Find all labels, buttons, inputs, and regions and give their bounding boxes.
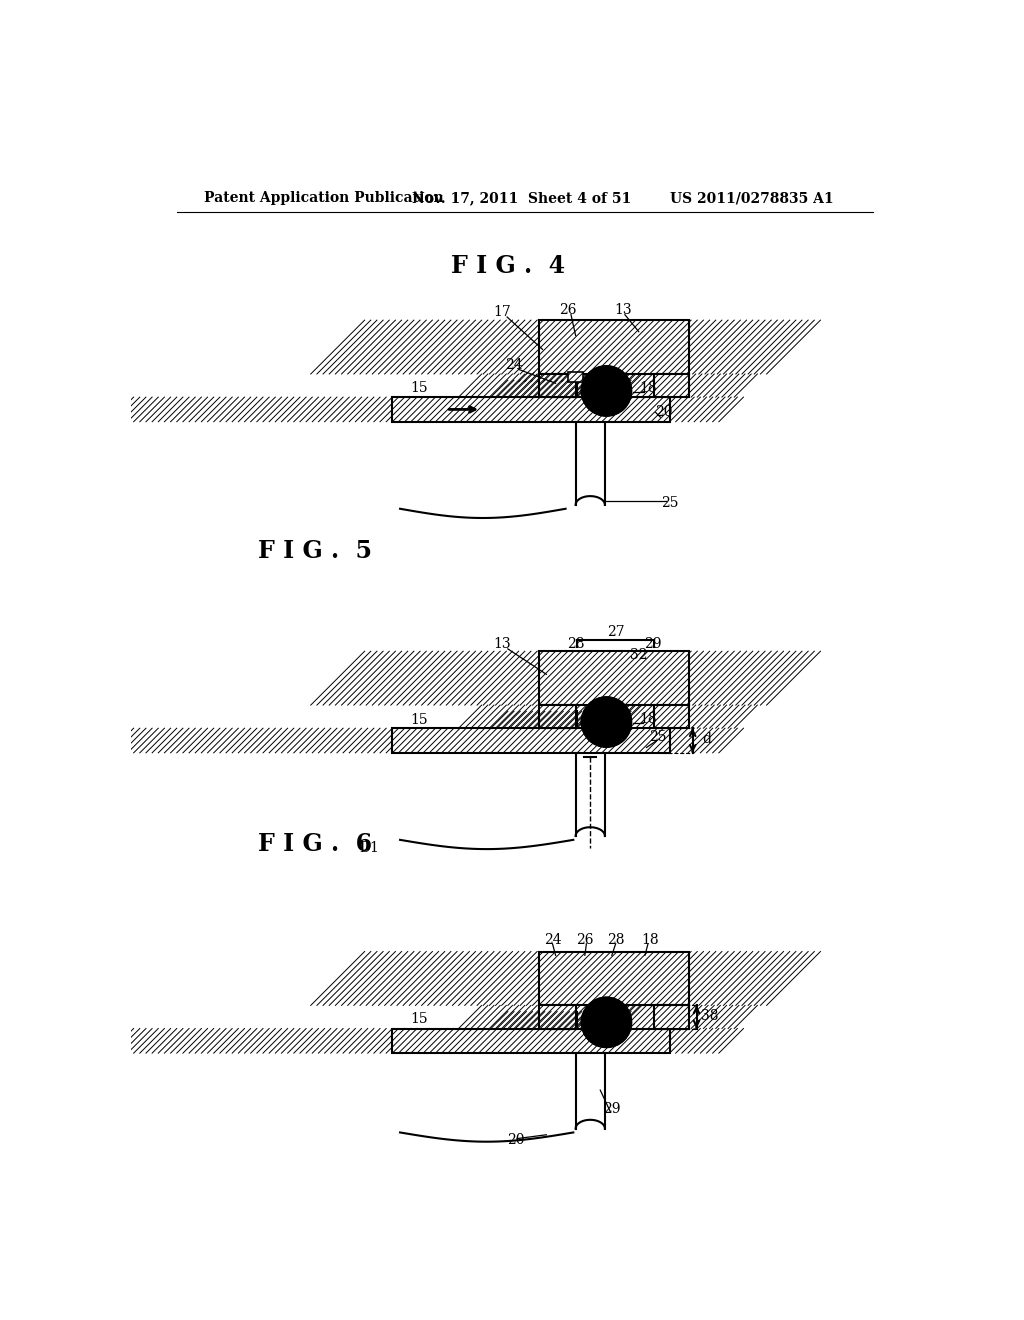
Text: 24: 24 [505,358,523,372]
Text: 13: 13 [493,636,511,651]
Bar [553,1011,578,1028]
Bar [539,321,689,374]
Bar [553,711,578,729]
Bar [568,372,584,381]
Bar [392,1028,670,1053]
Bar [539,374,575,397]
Bar [654,705,689,729]
Bar [654,705,689,729]
Text: F I G .  5: F I G . 5 [258,539,372,564]
Circle shape [582,367,631,416]
Text: 18: 18 [641,933,659,946]
Bar [539,651,689,705]
Bar [539,321,689,374]
Text: 15: 15 [411,1012,428,1026]
Text: 24: 24 [544,933,561,946]
Text: 26: 26 [559,304,577,317]
Text: D1: D1 [359,841,379,854]
Bar [539,1006,575,1028]
Bar [392,397,670,422]
Circle shape [582,998,631,1047]
Bar [553,711,578,729]
Bar [392,1028,670,1053]
Bar [539,705,575,729]
Bar [553,380,578,397]
Text: F I G .  6: F I G . 6 [258,832,372,855]
Bar [392,397,670,422]
Text: 20: 20 [507,1133,524,1147]
Text: 20: 20 [654,405,672,420]
Text: Nov. 17, 2011  Sheet 4 of 51: Nov. 17, 2011 Sheet 4 of 51 [412,191,631,206]
Bar [539,952,689,1006]
Bar [539,952,689,1006]
Text: 28: 28 [607,933,625,946]
Text: 18: 18 [639,711,656,726]
Bar [539,651,689,705]
Text: 17: 17 [493,305,511,319]
Circle shape [582,697,631,747]
Text: 28: 28 [567,636,585,651]
Bar [392,729,670,752]
Bar [654,1006,689,1028]
Bar [553,380,578,397]
Circle shape [582,998,631,1047]
Bar [654,1006,689,1028]
Text: 32: 32 [630,648,647,663]
Text: 27: 27 [607,624,625,639]
Text: 25: 25 [649,730,667,744]
Bar [539,705,575,729]
Bar [654,374,689,397]
Text: 25: 25 [660,496,678,511]
Bar [654,374,689,397]
Text: F I G .  4: F I G . 4 [451,255,565,279]
Text: 29: 29 [603,1102,621,1117]
Text: 29: 29 [644,636,662,651]
Text: 13: 13 [614,304,632,317]
Text: 15: 15 [411,714,428,727]
Text: 26: 26 [577,933,594,946]
Text: Patent Application Publication: Patent Application Publication [204,191,443,206]
Bar [392,729,670,752]
Text: 18: 18 [639,381,656,395]
Bar [553,1011,578,1028]
Bar [568,372,584,381]
Text: US 2011/0278835 A1: US 2011/0278835 A1 [670,191,834,206]
Circle shape [582,697,631,747]
Text: 15: 15 [411,381,428,395]
Text: 38: 38 [700,1010,719,1023]
Circle shape [582,367,631,416]
Bar [539,374,575,397]
Text: d: d [702,733,711,746]
Bar [539,1006,575,1028]
